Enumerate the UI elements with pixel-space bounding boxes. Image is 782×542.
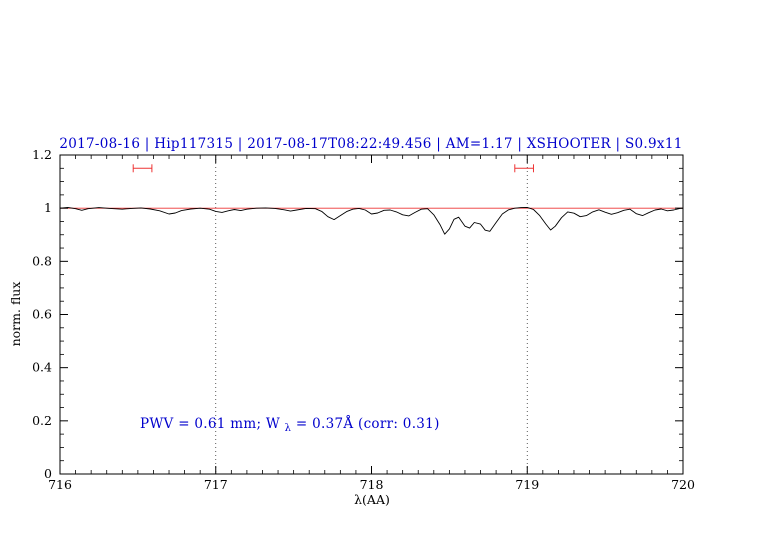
pwv-annotation-subscript: λ: [285, 423, 292, 434]
y-axis-label: norm. flux: [8, 282, 23, 347]
y-tick-label: 0.6: [32, 307, 52, 322]
y-tick-label: 0.8: [32, 253, 52, 268]
y-tick-label: 0.4: [32, 360, 52, 375]
spectrum-line: [59, 206, 684, 235]
plot-layers: 716 717 718 719 720 0 0.2 0.4 0.6 0.8 1 1.2: [32, 147, 695, 492]
y-tick-label: 1.2: [32, 147, 52, 162]
x-tick-label: 717: [204, 477, 228, 492]
pwv-annotation: PWV = 0.61 mm; W λ = 0.37Å (corr: 0.31): [140, 416, 440, 435]
x-tick-label: 718: [360, 477, 384, 492]
x-tick-label: 719: [515, 477, 539, 492]
plot-border: [59, 154, 684, 475]
x-tick-label: 720: [671, 477, 695, 492]
y-tick-label: 0.2: [32, 413, 52, 428]
x-tick-label: 716: [48, 477, 72, 492]
plot-title: 2017-08-16 | Hip117315 | 2017-08-17T08:2…: [59, 136, 682, 152]
pwv-annotation-main: PWV = 0.61 mm; W: [140, 416, 280, 432]
y-tick-label: 0: [44, 466, 52, 481]
pwv-annotation-tail: = 0.37Å (corr: 0.31): [296, 416, 440, 432]
y-tick-label: 1: [44, 200, 52, 215]
x-axis-label: λ(AA): [354, 492, 390, 507]
